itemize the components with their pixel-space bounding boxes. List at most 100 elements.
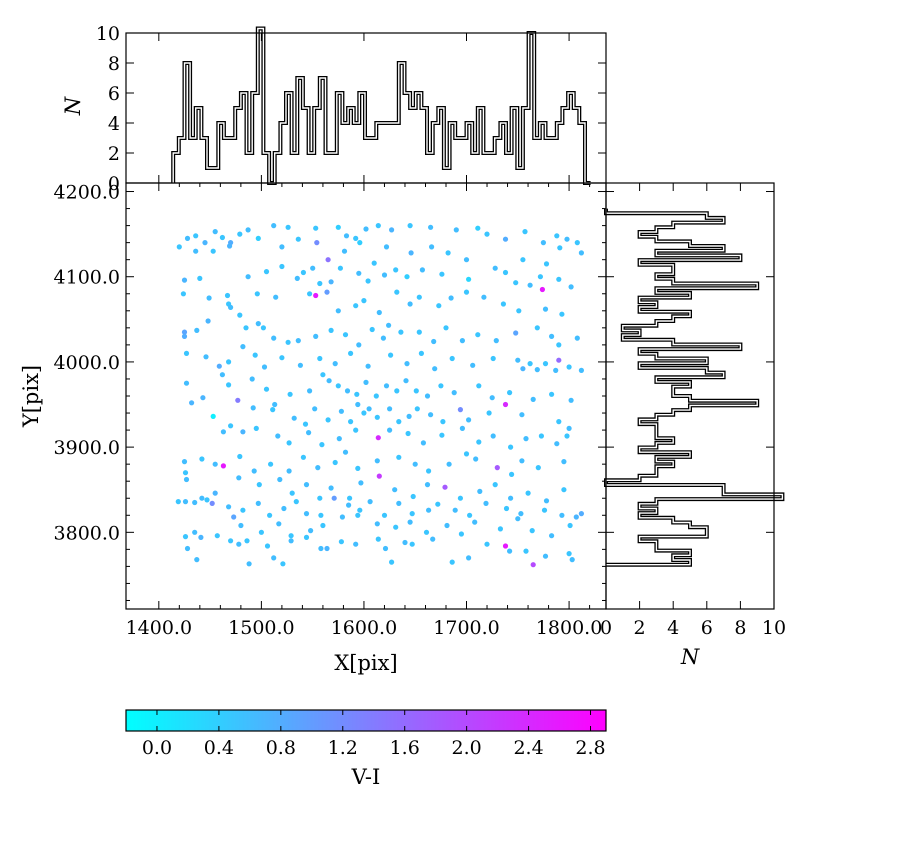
scatter-point (423, 529, 430, 535)
scatter-point (275, 433, 281, 439)
scatter-point (538, 433, 545, 439)
scatter-point (537, 274, 544, 280)
scatter-point (436, 303, 442, 309)
scatter-point (271, 555, 277, 561)
scatter-point (477, 488, 483, 494)
scatter-point (519, 412, 525, 418)
scatter-point (260, 325, 266, 331)
scatter-point (202, 240, 208, 246)
scatter-point (375, 223, 381, 229)
scatter-point (338, 408, 344, 414)
scatter-point (286, 468, 292, 474)
scatter-point (408, 250, 414, 256)
scatter-point (331, 495, 337, 501)
scatter-point (335, 383, 341, 389)
scatter-point (328, 485, 334, 491)
scatter-point (376, 473, 382, 479)
scatter-point (231, 514, 237, 520)
scatter-point (181, 329, 188, 335)
colorbar-label: V-I (351, 765, 381, 789)
scatter-point (374, 458, 380, 464)
y-tick-label: 3900.0 (54, 437, 120, 459)
scatter-point (534, 325, 540, 331)
x-tick-label: 1600.0 (331, 617, 397, 639)
scatter-point (466, 417, 472, 423)
scatter-point (346, 502, 352, 508)
scatter-point (219, 234, 225, 241)
scatter-point (507, 390, 513, 396)
scatter-point (463, 289, 470, 295)
scatter-point (366, 406, 372, 412)
right-x-tick-label: 10 (762, 617, 786, 639)
scatter-point (236, 475, 242, 481)
scatter-point (393, 524, 399, 530)
scatter-point (285, 339, 291, 345)
scatter-point (539, 286, 546, 293)
scatter-point (353, 427, 359, 433)
scatter-point (467, 512, 473, 518)
scatter-point (286, 440, 292, 446)
scatter-point (227, 243, 233, 249)
scatter-point (326, 378, 332, 384)
scatter-point (453, 227, 459, 233)
scatter-point (240, 344, 246, 350)
scatter-point (255, 500, 261, 506)
scatter-point (473, 456, 479, 462)
scatter-x-axis-label: X[pix] (334, 651, 397, 675)
top-histogram-y-ticks: 0 2 4 6 8 10 (96, 23, 606, 195)
scatter-point (261, 364, 268, 370)
scatter-point (543, 498, 550, 504)
scatter-point (219, 372, 225, 378)
scatter-point (220, 463, 226, 469)
scatter-point (228, 538, 234, 544)
scatter-point (181, 459, 188, 465)
scatter-point (387, 427, 393, 433)
scatter-point (182, 534, 189, 540)
scatter-point (276, 521, 282, 527)
scatter-point (205, 318, 211, 324)
scatter-point (443, 325, 449, 331)
scatter-point (182, 499, 189, 505)
scatter-point (520, 366, 526, 372)
scatter-point (419, 267, 425, 273)
scatter-point (489, 395, 495, 401)
scatter-point (300, 454, 306, 460)
scatter-point (542, 361, 549, 367)
scatter-point (389, 227, 395, 233)
scatter-point (279, 355, 285, 361)
y-tick-label: 4200.0 (54, 182, 120, 204)
scatter-point (297, 362, 303, 368)
scatter-point (206, 295, 212, 301)
scatter-point (317, 355, 323, 362)
scatter-point (175, 499, 181, 505)
scatter-point (389, 559, 395, 565)
scatter-point (559, 311, 565, 317)
scatter-point (325, 257, 331, 263)
scatter-point (502, 236, 509, 242)
scatter-point (294, 275, 300, 281)
scatter-point (238, 522, 244, 529)
scatter-point (240, 429, 246, 435)
scatter-point (353, 541, 359, 547)
scatter-point (515, 357, 521, 363)
scatter-point (199, 495, 205, 501)
scatter-point (255, 321, 261, 327)
right-histogram-inner-line (605, 208, 784, 566)
scatter-point (494, 465, 500, 471)
scatter-point (543, 261, 550, 267)
scatter-point (355, 401, 361, 408)
scatter-point (328, 279, 334, 285)
scatter-point (200, 395, 206, 401)
scatter-point (420, 440, 426, 446)
scatter-point (470, 362, 476, 368)
scatter-point (192, 529, 198, 535)
scatter-point (426, 468, 432, 474)
scatter-point (413, 388, 419, 394)
scatter-point (424, 393, 431, 399)
scatter-points (175, 223, 585, 568)
scatter-point (194, 557, 200, 563)
scatter-point (307, 388, 313, 394)
scatter-point (508, 444, 514, 450)
scatter-point (226, 382, 232, 388)
scatter-point (235, 397, 241, 403)
